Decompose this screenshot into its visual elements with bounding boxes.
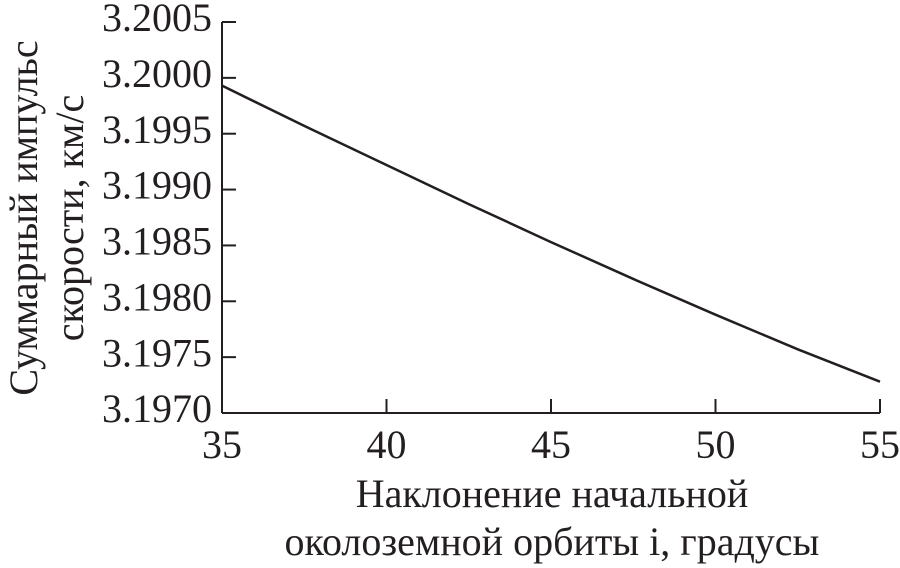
x-tick-label: 50 — [696, 422, 736, 467]
y-tick-label: 3.1970 — [102, 386, 212, 431]
data-line — [221, 84, 881, 383]
y-tick-label: 3.1980 — [102, 274, 212, 319]
y-tick-label: 3.1995 — [102, 107, 212, 152]
x-tick-label: 40 — [367, 422, 407, 467]
y-tick-label: 3.2000 — [102, 51, 212, 96]
y-axis-label: Суммарный импульс — [1, 40, 46, 395]
y-tick-label: 3.1990 — [102, 163, 212, 208]
y-axis-label: скорости, км/с — [47, 95, 92, 341]
x-tick-label: 35 — [202, 422, 242, 467]
x-axis-label: Наклонение начальной — [356, 471, 749, 516]
y-tick-label: 3.1985 — [102, 219, 212, 264]
x-tick-label: 55 — [860, 422, 900, 467]
y-tick-label: 3.2005 — [102, 0, 212, 40]
x-axis-label: околоземной орбиты i, градусы — [285, 519, 820, 564]
x-tick-label: 45 — [531, 422, 571, 467]
y-tick-label: 3.1975 — [102, 330, 212, 375]
